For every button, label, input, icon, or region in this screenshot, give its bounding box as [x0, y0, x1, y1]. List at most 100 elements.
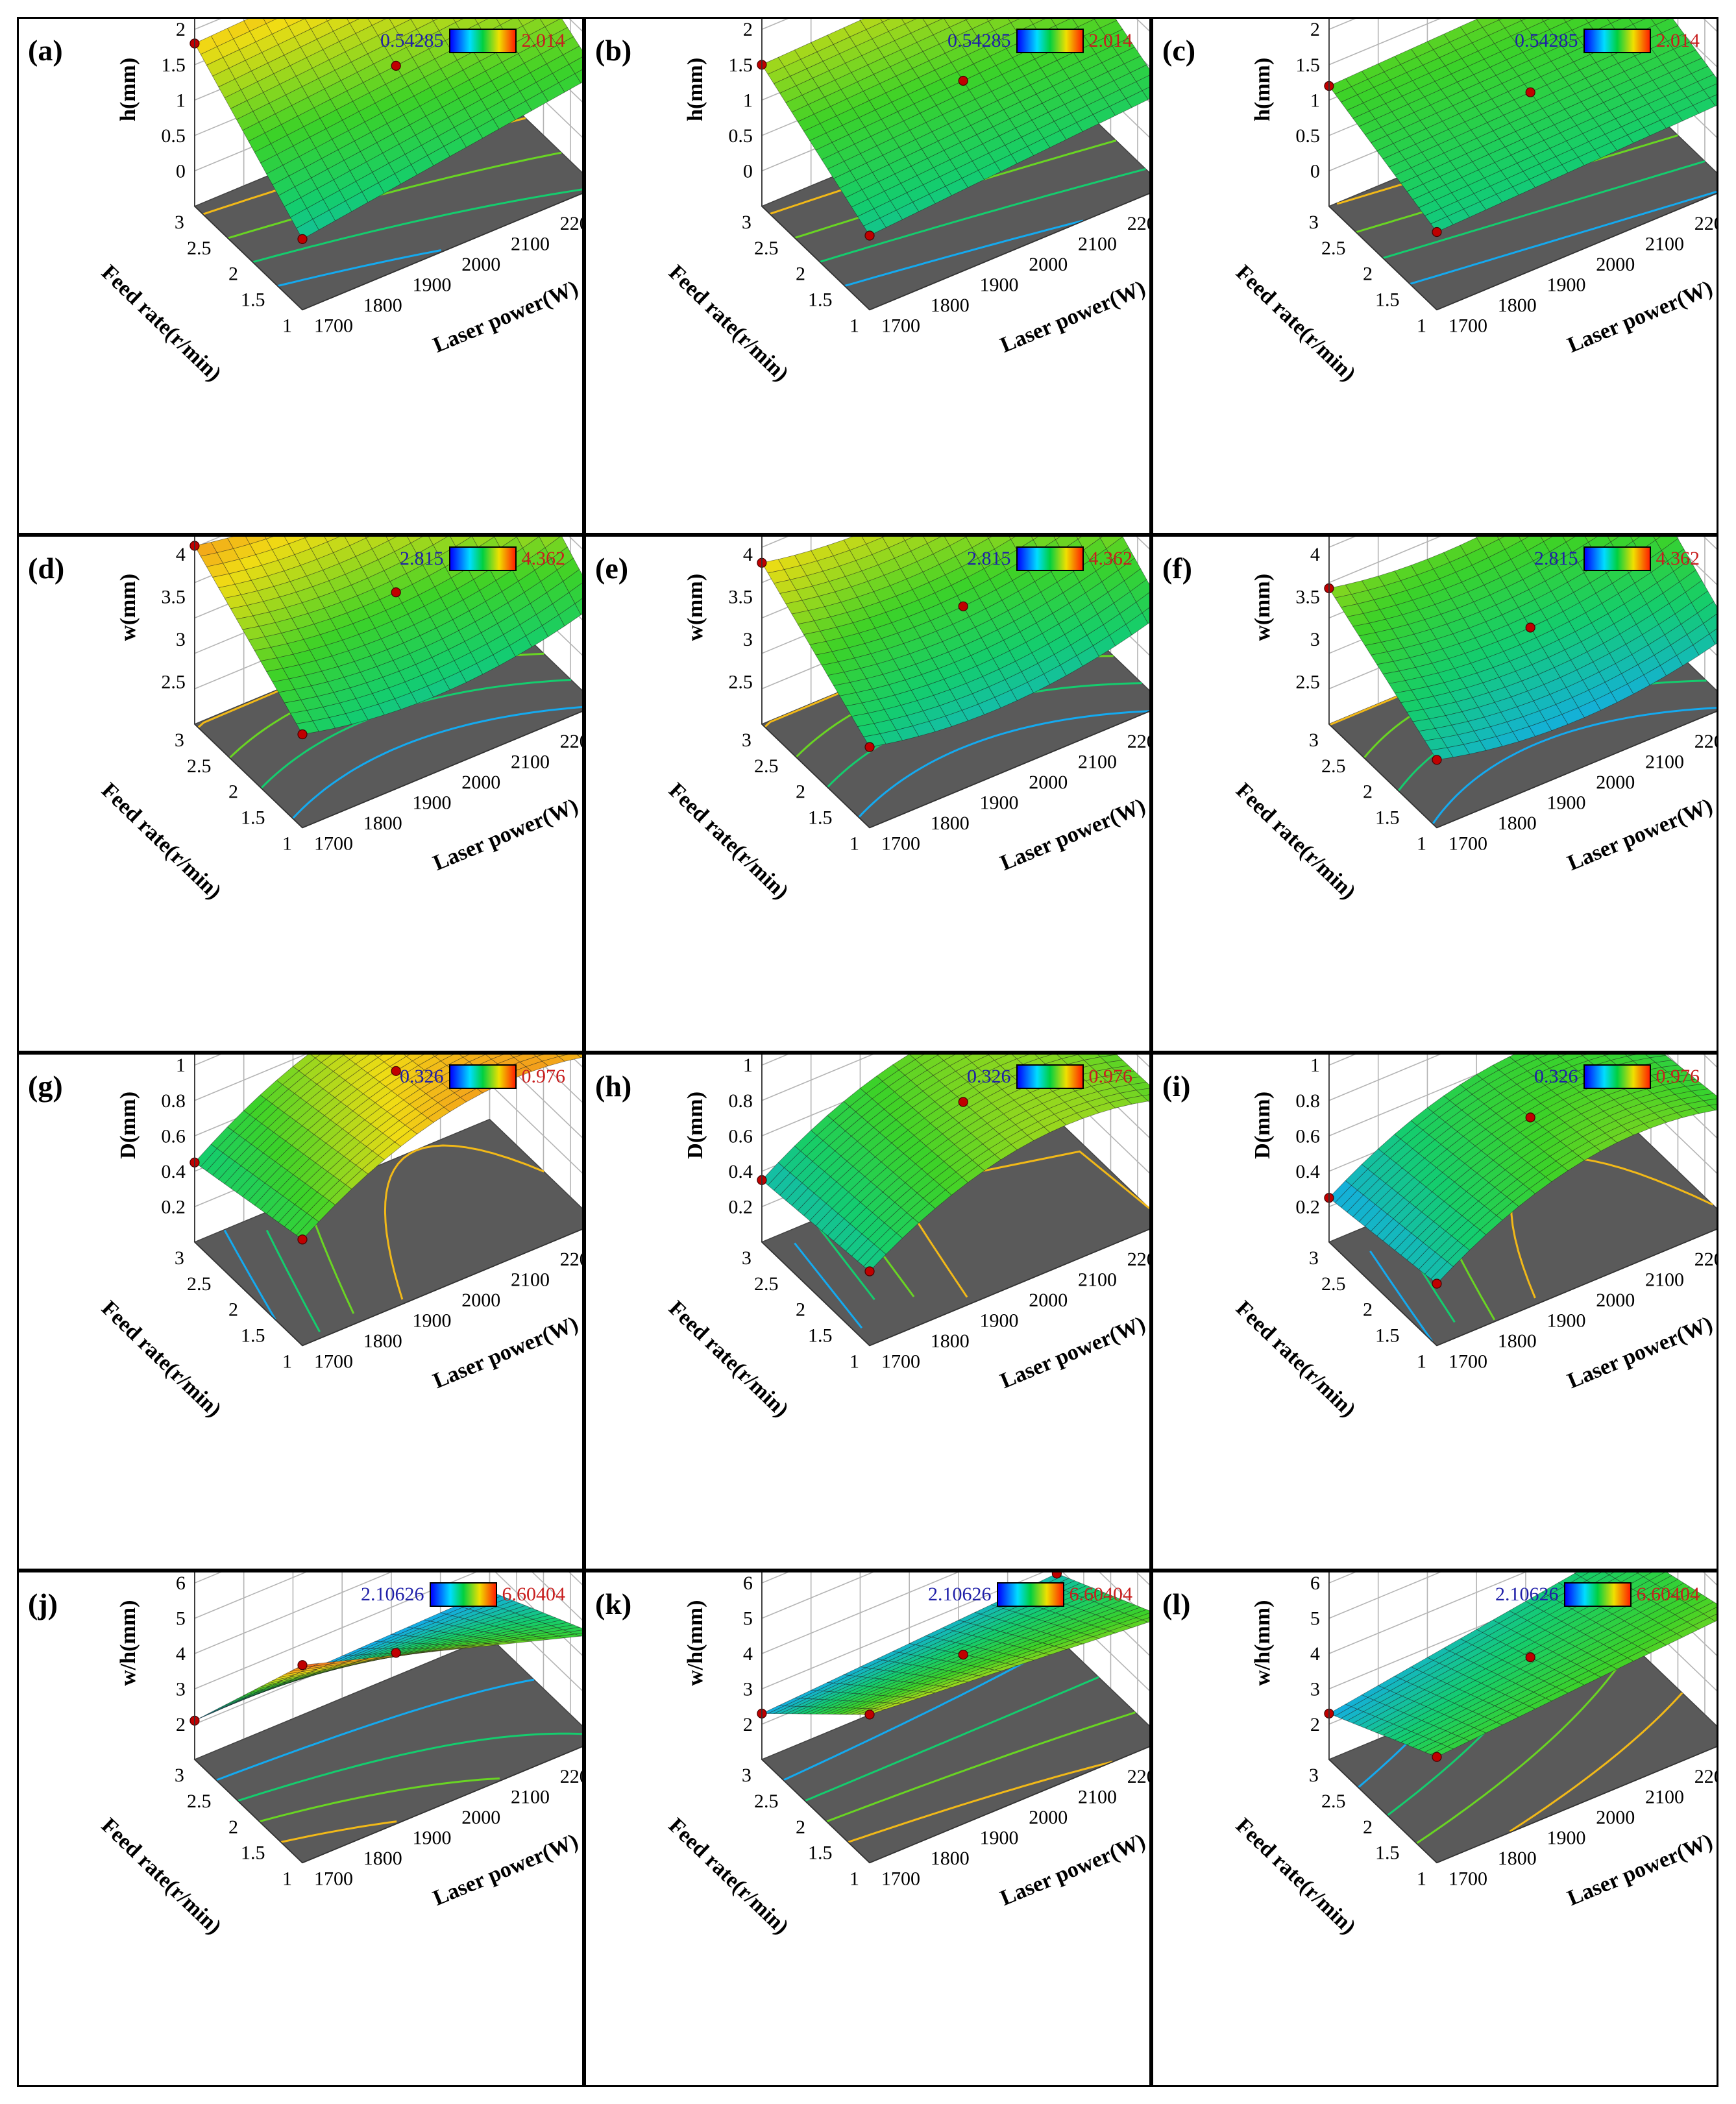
feed-rate-tick-label: 1.5 [1375, 1325, 1400, 1347]
legend-colorbar [448, 29, 517, 53]
design-point-marker [1051, 1572, 1062, 1579]
x-axis-line [761, 1242, 870, 1347]
feed-rate-tick-label: 2.5 [187, 1791, 212, 1812]
laser-power-tick-label: 2200 [560, 731, 584, 752]
x-axis-title: Feed rate(r/min) [1231, 778, 1360, 904]
feed-rate-tick-label: 2.5 [1321, 755, 1346, 777]
z-tick-label: 2 [743, 1714, 753, 1735]
laser-power-tick-label: 1700 [314, 833, 353, 855]
z-tick-label: 5 [176, 1608, 186, 1630]
design-point-marker [864, 1266, 875, 1277]
feed-rate-tick-label: 1.5 [1375, 807, 1400, 829]
contour-line [794, 1242, 863, 1329]
wall-gridline [568, 1055, 582, 1068]
laser-power-tick-label: 2100 [1645, 1787, 1684, 1808]
laser-power-tick-label: 2100 [511, 1787, 550, 1808]
laser-power-tick-label: 2000 [1596, 772, 1635, 793]
z-tick-label: 0.8 [1295, 1090, 1320, 1112]
z-tick-label: 5 [743, 1608, 753, 1630]
feed-rate-tick-label: 1.5 [808, 807, 833, 829]
laser-power-tick-label: 1900 [1547, 1310, 1586, 1331]
feed-rate-tick-label: 1.5 [241, 807, 265, 829]
contour-line [215, 1678, 535, 1781]
z-tick-label: 0.6 [1295, 1125, 1320, 1147]
x-axis-title: Feed rate(r/min) [97, 260, 226, 386]
laser-power-tick-label: 1700 [1449, 1351, 1487, 1373]
feed-rate-tick-label: 2 [1363, 781, 1373, 803]
contour-line [384, 1144, 544, 1300]
contour-line [848, 1761, 1114, 1843]
surface-plot: 2.533.544.5w(mm)11.522.53170018001900200… [664, 537, 1151, 904]
contour-line [813, 1220, 875, 1301]
wall-gridline [1703, 537, 1717, 550]
laser-power-tick-label: 1800 [363, 295, 402, 316]
z-axis-label: w/h(mm) [1251, 1600, 1275, 1686]
feed-rate-tick-label: 2.5 [754, 1273, 779, 1295]
color-legend: 2.10626 6.60404 [361, 1580, 565, 1609]
feed-rate-tick-label: 2 [796, 781, 805, 803]
laser-power-tick-label: 2100 [1078, 751, 1117, 772]
contour-line [783, 1641, 1062, 1781]
z-tick-label: 5 [1310, 1608, 1320, 1630]
panel-label: (f) [1162, 552, 1192, 585]
wall-gridline [1703, 1055, 1717, 1068]
laser-power-tick-label: 2200 [1694, 213, 1718, 234]
z-tick-label: 2.5 [1295, 671, 1320, 692]
color-legend: 2.815 4.362 [967, 544, 1132, 573]
x-axis-line [761, 724, 870, 829]
z-axis-label: w(mm) [116, 574, 140, 641]
x-axis-line [761, 206, 870, 311]
contour-line [858, 710, 1149, 818]
z-tick-label: 0.6 [161, 1125, 186, 1147]
color-legend: 0.326 0.976 [400, 1062, 565, 1091]
response-surface [1328, 19, 1717, 232]
feed-rate-tick-label: 1.5 [1375, 1842, 1400, 1864]
laser-power-tick-label: 2100 [1078, 1269, 1117, 1290]
laser-power-tick-label: 2200 [1127, 731, 1151, 752]
laser-power-tick-label: 1700 [1449, 315, 1487, 337]
laser-power-tick-label: 1700 [881, 315, 920, 337]
color-legend: 2.10626 6.60404 [928, 1580, 1132, 1609]
z-axis-label: h(mm) [683, 58, 707, 121]
laser-power-tick-label: 2000 [1029, 1290, 1068, 1311]
laser-power-tick-label: 1900 [980, 792, 1019, 813]
laser-power-tick-label: 2200 [1694, 731, 1718, 752]
design-point-marker [864, 230, 875, 241]
laser-power-tick-label: 2100 [1645, 751, 1684, 772]
laser-power-tick-label: 2100 [1078, 233, 1117, 254]
contour-line [1415, 1645, 1633, 1844]
laser-power-tick-label: 1700 [1449, 1868, 1487, 1889]
legend-colorbar [996, 1582, 1064, 1607]
z-tick-label: 1 [743, 1055, 753, 1076]
laser-power-tick-label: 2100 [1078, 1787, 1117, 1808]
feed-rate-tick-label: 3 [1309, 729, 1319, 751]
wall-gridline [568, 1572, 582, 1585]
contour-line [223, 1229, 276, 1321]
x-axis-line [194, 724, 303, 829]
laser-power-tick-label: 1700 [314, 315, 353, 337]
feed-rate-tick-label: 1.5 [808, 1325, 833, 1347]
design-point-marker [391, 60, 401, 71]
feed-rate-tick-label: 3 [175, 729, 184, 751]
y-axis-line [869, 193, 1149, 311]
legend-max: 6.60404 [1636, 1584, 1700, 1605]
design-point-marker [297, 1234, 308, 1245]
legend-max: 0.976 [1656, 1066, 1700, 1087]
x-axis-title: Feed rate(r/min) [1231, 1813, 1360, 1939]
y-axis-line [869, 711, 1149, 829]
wall-gridline [1136, 1572, 1149, 1585]
contour-line [1509, 1692, 1683, 1833]
feed-rate-tick-label: 2 [796, 263, 805, 285]
response-surface [1328, 1055, 1717, 1284]
laser-power-tick-label: 1900 [980, 274, 1019, 295]
contour-line [265, 1230, 321, 1332]
y-axis-title: Laser power(W) [1564, 1829, 1716, 1911]
feed-rate-tick-label: 1.5 [1375, 289, 1400, 311]
panel-label: (l) [1162, 1587, 1191, 1621]
z-tick-label: 1.5 [161, 55, 186, 76]
y-axis-title: Laser power(W) [1564, 276, 1716, 358]
z-tick-label: 6 [1310, 1572, 1320, 1594]
feed-rate-tick-label: 3 [1309, 212, 1319, 233]
surface-plot: 00.511.522.5h(mm)11.522.5317001800190020… [1231, 19, 1718, 386]
panel-label: (j) [28, 1587, 58, 1621]
